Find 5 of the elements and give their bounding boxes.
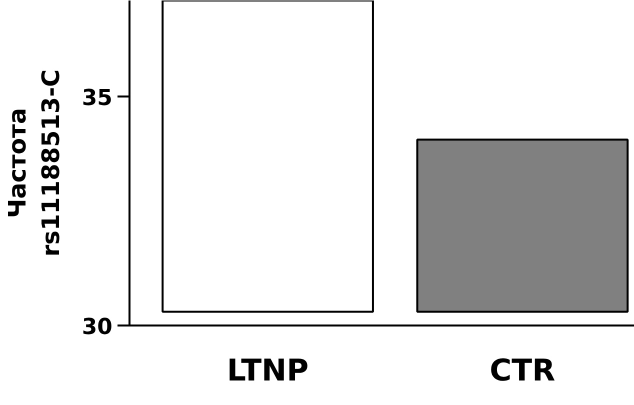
y-axis-title: Частота rs11188513-C — [3, 69, 65, 257]
y-tick-label: 35 — [82, 86, 113, 112]
x-tick-label: LTNP — [226, 354, 309, 388]
x-tick-label: CTR — [490, 354, 556, 388]
y-tick-label: 30 — [82, 315, 113, 340]
